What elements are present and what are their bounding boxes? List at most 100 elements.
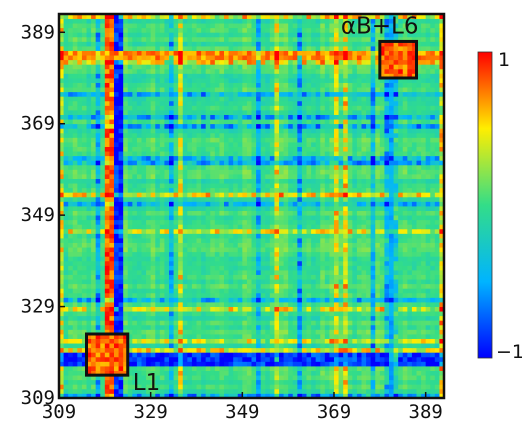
heatmap-cell [109,233,115,239]
heatmap-cell [173,379,179,385]
heatmap-cell [416,361,422,367]
heatmap-cell [411,283,417,289]
heatmap-cell [104,265,110,271]
heatmap-cell [361,270,367,275]
heatmap-cell [228,233,234,239]
heatmap-cell [292,151,298,157]
heatmap-cell [320,343,326,349]
heatmap-cell [210,297,216,303]
heatmap-cell [123,292,129,298]
heatmap-cell [118,265,124,271]
heatmap-cell [95,343,101,349]
heatmap-cell [324,302,330,307]
heatmap-cell [95,297,101,303]
heatmap-cell [256,251,262,257]
heatmap-cell [407,206,413,211]
heatmap-cell [182,361,188,367]
heatmap-cell [274,384,280,390]
heatmap-cell [283,151,289,157]
heatmap-cell [59,370,64,376]
heatmap-cell [439,187,445,193]
heatmap-cell [219,247,225,253]
heatmap-cell [260,343,266,349]
heatmap-cell [59,274,64,280]
heatmap-cell [91,379,97,385]
heatmap-cell [347,343,353,349]
heatmap-cell [320,164,326,170]
heatmap-cell [260,242,266,248]
heatmap-cell [63,302,69,307]
heatmap-cell [118,137,124,143]
heatmap-cell [334,151,339,157]
heatmap-cell [260,206,266,211]
heatmap-cell [86,260,92,266]
heatmap-cell [187,388,193,394]
heatmap-cell [320,228,326,234]
heatmap-cell [393,315,399,321]
heatmap-cell [95,224,101,230]
heatmap-cell [338,279,344,285]
heatmap-cell [196,388,202,394]
heatmap-cell [219,215,225,221]
heatmap-cell [274,370,280,376]
heatmap-cell [59,210,64,216]
heatmap-cell [196,270,202,275]
heatmap-cell [352,128,358,134]
heatmap-cell [187,201,193,207]
heatmap-cell [274,137,280,143]
heatmap-cell [384,283,390,289]
heatmap-cell [260,146,266,152]
heatmap-cell [269,187,275,193]
heatmap-cell [150,270,156,275]
heatmap-cell [265,224,271,230]
heatmap-cell [393,228,399,234]
heatmap-cell [77,366,83,371]
heatmap-cell [86,151,92,157]
heatmap-cell [109,242,115,248]
heatmap-cell [288,183,294,189]
heatmap-cell [237,334,243,339]
heatmap-cell [118,196,124,202]
heatmap-cell [288,302,294,307]
heatmap-cell [416,306,422,312]
heatmap-cell [292,192,298,198]
heatmap-cell [141,247,147,253]
heatmap-cell [343,169,349,175]
heatmap-cell [169,306,174,312]
heatmap-cell [352,196,358,202]
heatmap-cell [389,164,394,170]
heatmap-cell [114,196,119,202]
heatmap-cell [375,297,381,303]
heatmap-cell [439,142,445,147]
heatmap-cell [104,388,110,394]
heatmap-cell [214,315,220,321]
heatmap-cell [297,242,303,248]
heatmap-cell [425,146,431,152]
heatmap-cell [210,384,216,390]
heatmap-cell [329,384,335,390]
heatmap-cell [352,283,358,289]
heatmap-cell [100,366,106,371]
heatmap-cell [159,164,165,170]
heatmap-cell [146,320,152,326]
heatmap-cell [361,393,367,399]
heatmap-cell [191,233,197,239]
heatmap-cell [311,370,317,376]
heatmap-cell [182,260,188,266]
heatmap-cell [205,306,211,312]
heatmap-cell [72,343,78,349]
heatmap-cell [72,137,78,143]
heatmap-cell [256,155,262,161]
heatmap-cell [205,196,211,202]
heatmap-cell [91,233,97,239]
heatmap-cell [389,315,394,321]
heatmap-cell [205,132,211,138]
heatmap-cell [205,215,211,221]
heatmap-cell [389,132,394,138]
heatmap-cell [269,196,275,202]
heatmap-cell [173,270,179,275]
heatmap-cell [320,128,326,134]
heatmap-cell [398,228,404,234]
heatmap-cell [301,329,307,335]
heatmap-cell [301,292,307,298]
